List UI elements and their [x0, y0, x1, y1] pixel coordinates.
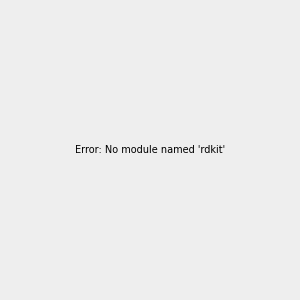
Text: Error: No module named 'rdkit': Error: No module named 'rdkit' — [75, 145, 225, 155]
